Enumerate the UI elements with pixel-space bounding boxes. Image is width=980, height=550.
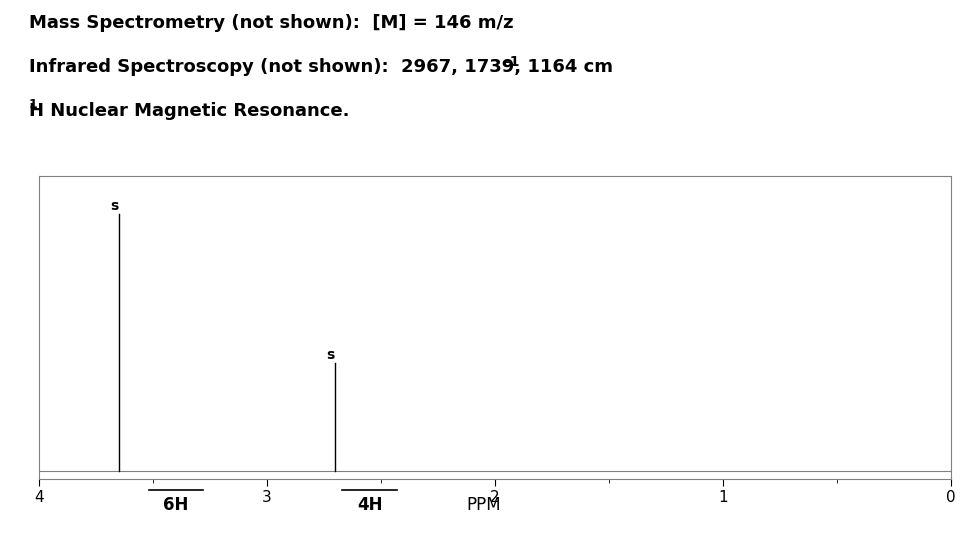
Text: Infrared Spectroscopy (not shown):  2967, 1739, 1164 cm: Infrared Spectroscopy (not shown): 2967,…: [29, 58, 613, 76]
Text: H Nuclear Magnetic Resonance.: H Nuclear Magnetic Resonance.: [29, 102, 350, 120]
Text: -1: -1: [505, 55, 520, 69]
Text: 1: 1: [28, 98, 37, 111]
Text: 4H: 4H: [357, 497, 382, 514]
Text: Mass Spectrometry (not shown):  [M] = 146 m/z: Mass Spectrometry (not shown): [M] = 146…: [29, 14, 514, 32]
Text: s: s: [110, 199, 118, 213]
Text: PPM: PPM: [466, 497, 501, 514]
Text: s: s: [326, 348, 334, 362]
Text: 6H: 6H: [164, 497, 188, 514]
